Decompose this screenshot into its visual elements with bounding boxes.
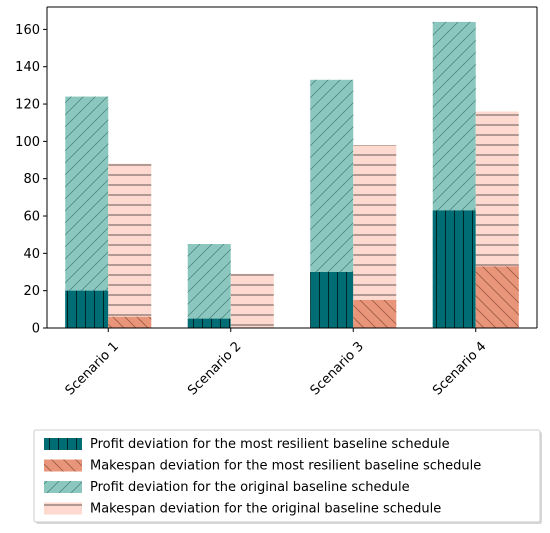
bar-hatch [65,96,109,329]
y-tick-label: 0 [32,322,40,337]
legend-item-makespan-deviation-for-the-most-resilient-baseline-schedule: Makespan deviation for the most resilien… [44,459,481,474]
y-tick-label: 160 [15,23,40,38]
legend-label: Makespan deviation for the most resilien… [90,459,481,474]
legend-swatch-hatch [44,459,82,472]
x-tick-label-scenario-2: Scenario 2 [185,339,244,398]
legend-swatch-hatch [44,481,82,493]
legend-label: Profit deviation for the original baseli… [90,480,410,495]
x-tick-label-scenario-4: Scenario 4 [430,339,489,398]
y-tick-label: 60 [23,210,40,225]
bar-hatch [230,273,274,328]
y-tick-label: 80 [23,172,40,187]
y-tick-label: 140 [15,60,40,75]
bar-hatch [108,163,152,328]
bar-profit-deviation-for-the-most-resilient-baseline-schedule-scenario-1 [65,290,109,328]
bar-hatch [65,290,109,328]
legend-label: Profit deviation for the most resilient … [90,437,450,452]
bars-group [65,21,519,329]
bar-makespan-deviation-for-the-most-resilient-baseline-schedule-scenario-1 [108,316,152,328]
legend-frame [33,429,541,523]
bar-makespan-deviation-for-the-most-resilient-baseline-schedule-scenario-3 [353,300,397,328]
bar-profit-deviation-for-the-original-baseline-schedule-scenario-2 [187,244,231,328]
bar-profit-deviation-for-the-most-resilient-baseline-schedule-scenario-4 [432,210,476,328]
y-tick-label: 100 [15,135,40,150]
bar-makespan-deviation-for-the-original-baseline-schedule-scenario-2 [230,273,274,328]
legend-item-makespan-deviation-for-the-original-baseline-schedule: Makespan deviation for the original base… [44,502,441,517]
bar-hatch [310,272,354,328]
bar-hatch [353,300,397,328]
legend-swatch-hatch [44,502,82,515]
bar-hatch [353,145,397,328]
bar-profit-deviation-for-the-most-resilient-baseline-schedule-scenario-3 [310,272,354,328]
legend: Profit deviation for the most resilient … [33,429,542,524]
x-tick-label-scenario-3: Scenario 3 [308,339,367,398]
bar-hatch [187,244,231,328]
bar-makespan-deviation-for-the-most-resilient-baseline-schedule-scenario-4 [475,266,519,328]
y-tick-label: 20 [23,284,40,299]
bar-profit-deviation-for-the-most-resilient-baseline-schedule-scenario-2 [187,318,231,328]
legend-item-profit-deviation-for-the-original-baseline-schedule: Profit deviation for the original baseli… [44,480,410,495]
y-tick-label: 120 [15,98,40,113]
legend-item-profit-deviation-for-the-most-resilient-baseline-schedule: Profit deviation for the most resilient … [44,437,450,452]
bar-makespan-deviation-for-the-original-baseline-schedule-scenario-3 [353,145,397,328]
legend-swatch-hatch [44,438,82,450]
bar-makespan-deviation-for-the-original-baseline-schedule-scenario-1 [108,163,152,328]
bar-hatch [187,318,231,328]
bar-hatch [108,316,152,328]
legend-label: Makespan deviation for the original base… [90,502,441,517]
y-tick-label: 40 [23,247,40,262]
bar-profit-deviation-for-the-original-baseline-schedule-scenario-1 [65,96,109,329]
bar-hatch [475,266,519,328]
x-tick-label-scenario-1: Scenario 1 [63,339,122,398]
bar-hatch [432,210,476,328]
